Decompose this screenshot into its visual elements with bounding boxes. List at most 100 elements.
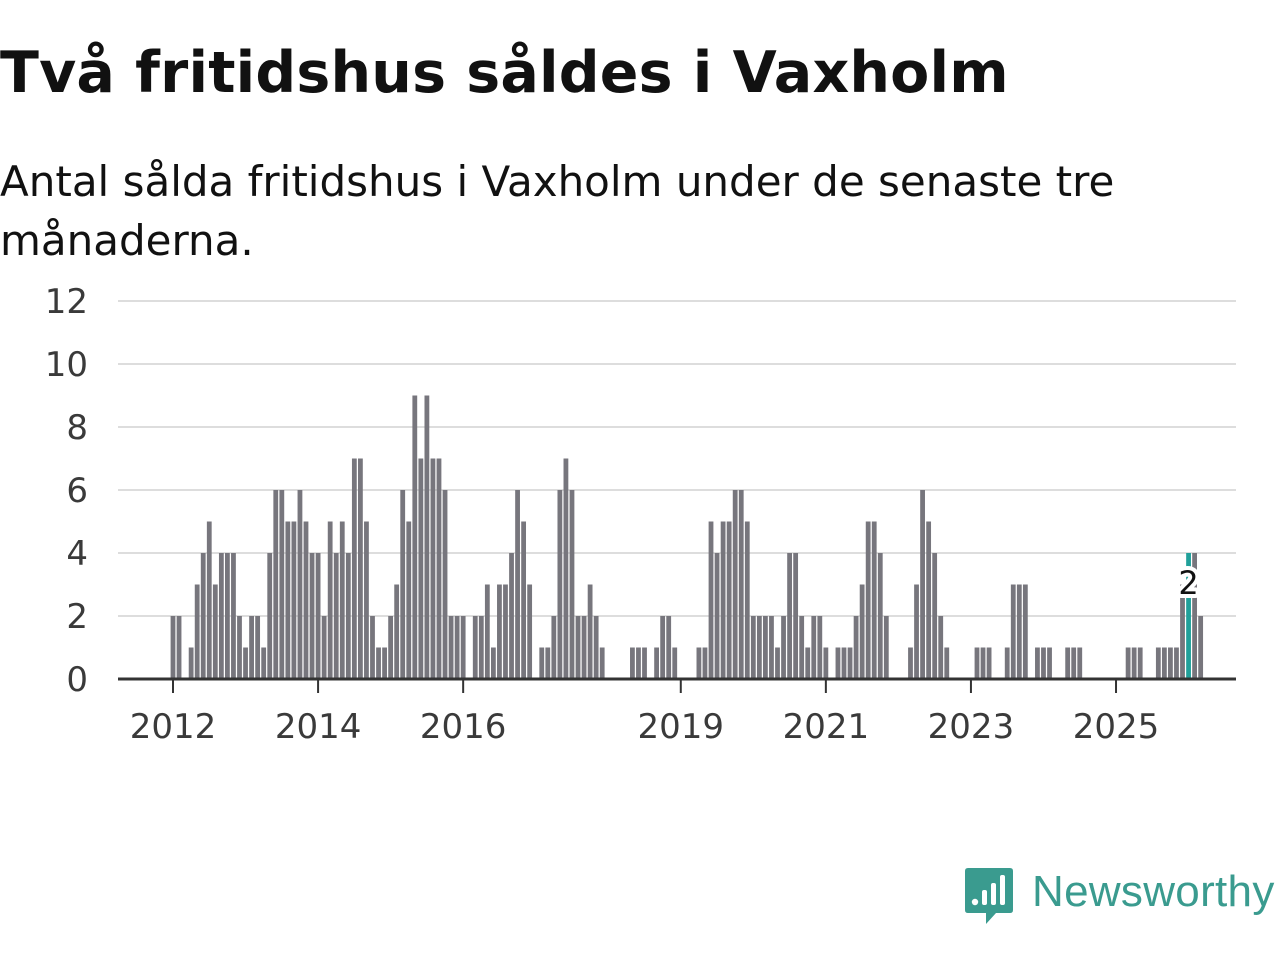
bar bbox=[394, 584, 400, 679]
bar bbox=[811, 616, 817, 679]
bar bbox=[388, 616, 394, 679]
x-tick-label: 2023 bbox=[928, 707, 1015, 747]
bar bbox=[515, 490, 520, 679]
x-tick-label: 2014 bbox=[275, 707, 362, 747]
bar bbox=[599, 647, 605, 679]
x-tick-label: 2025 bbox=[1073, 707, 1160, 747]
bar bbox=[672, 647, 678, 679]
bar bbox=[1131, 647, 1137, 679]
bar bbox=[835, 647, 841, 679]
bar bbox=[575, 616, 581, 679]
bar bbox=[418, 458, 424, 679]
bar bbox=[569, 490, 575, 679]
bar bbox=[787, 553, 792, 679]
bar bbox=[750, 616, 756, 679]
bar bbox=[1010, 584, 1016, 679]
bar bbox=[188, 647, 194, 679]
bar bbox=[497, 584, 502, 679]
bar bbox=[527, 584, 533, 679]
bar bbox=[557, 490, 563, 679]
bar bbox=[484, 584, 490, 679]
bar bbox=[509, 553, 514, 679]
bar bbox=[642, 647, 647, 679]
bar bbox=[793, 553, 799, 679]
x-tick-label: 2016 bbox=[420, 707, 507, 747]
bar bbox=[859, 584, 865, 679]
bar bbox=[847, 647, 853, 679]
bar bbox=[400, 490, 406, 679]
bar bbox=[666, 616, 672, 679]
bar bbox=[920, 490, 925, 679]
bar bbox=[285, 521, 291, 679]
bar bbox=[237, 616, 242, 679]
bar bbox=[883, 616, 889, 679]
bar bbox=[720, 521, 726, 679]
bar bbox=[932, 553, 938, 679]
bar bbox=[309, 553, 315, 679]
bar bbox=[521, 521, 527, 679]
bar bbox=[551, 616, 557, 679]
bar bbox=[744, 521, 750, 679]
y-tick-label: 2 bbox=[66, 597, 88, 637]
bar bbox=[333, 553, 339, 679]
y-tick-label: 10 bbox=[45, 345, 88, 385]
bar bbox=[593, 616, 599, 679]
bar bbox=[696, 647, 702, 679]
highlight-value-label: 2 bbox=[1178, 564, 1198, 602]
bar bbox=[225, 553, 230, 679]
y-tick-label: 4 bbox=[66, 534, 88, 574]
bar bbox=[315, 553, 321, 679]
bar bbox=[630, 647, 635, 679]
bar bbox=[817, 616, 823, 679]
bar bbox=[1004, 647, 1010, 679]
bar bbox=[503, 584, 508, 679]
bar bbox=[702, 647, 708, 679]
bar bbox=[908, 647, 913, 679]
y-tick-label: 0 bbox=[66, 660, 88, 700]
bar bbox=[231, 553, 236, 679]
bars bbox=[170, 395, 1204, 679]
y-tick-label: 12 bbox=[45, 282, 88, 322]
bar bbox=[1125, 647, 1131, 679]
bar bbox=[877, 553, 883, 679]
y-tick-label: 8 bbox=[66, 408, 88, 448]
x-tick-label: 2012 bbox=[130, 707, 217, 747]
bar bbox=[944, 647, 950, 679]
bar-highlight bbox=[1186, 553, 1191, 679]
y-axis-ticks: 0 2 4 6 8 10 12 bbox=[45, 282, 88, 700]
bar bbox=[986, 647, 992, 679]
bar bbox=[406, 521, 412, 679]
bar bbox=[170, 616, 176, 679]
bar bbox=[738, 490, 744, 679]
bar bbox=[273, 490, 279, 679]
bar bbox=[291, 521, 297, 679]
bar bbox=[799, 616, 805, 679]
bar bbox=[460, 616, 466, 679]
bar bbox=[351, 458, 357, 679]
bar bbox=[1071, 647, 1077, 679]
bar bbox=[448, 616, 454, 679]
bar bbox=[708, 521, 714, 679]
chart-title: Två fritidshus såldes i Vaxholm bbox=[0, 40, 1009, 106]
bar bbox=[938, 616, 944, 679]
bar bbox=[1022, 584, 1028, 679]
x-axis: 2012 2014 2016 2019 2021 2023 2025 bbox=[118, 677, 1236, 747]
chart-subtitle: Antal sålda fritidshus i Vaxholm under d… bbox=[0, 157, 1115, 265]
bar bbox=[364, 521, 369, 679]
bar bbox=[756, 616, 762, 679]
bar bbox=[436, 458, 442, 679]
bar bbox=[1047, 647, 1052, 679]
bar bbox=[1155, 647, 1161, 679]
bar bbox=[974, 647, 980, 679]
newsworthy-logo[interactable]: Newsworthy bbox=[964, 864, 1275, 928]
bar bbox=[853, 616, 859, 679]
bar bbox=[1180, 584, 1185, 679]
bar bbox=[249, 616, 254, 679]
bar bbox=[563, 458, 569, 679]
bar bbox=[1035, 647, 1040, 679]
bar bbox=[1137, 647, 1143, 679]
bar bbox=[358, 458, 363, 679]
bar bbox=[243, 647, 248, 679]
bar bbox=[472, 616, 478, 679]
